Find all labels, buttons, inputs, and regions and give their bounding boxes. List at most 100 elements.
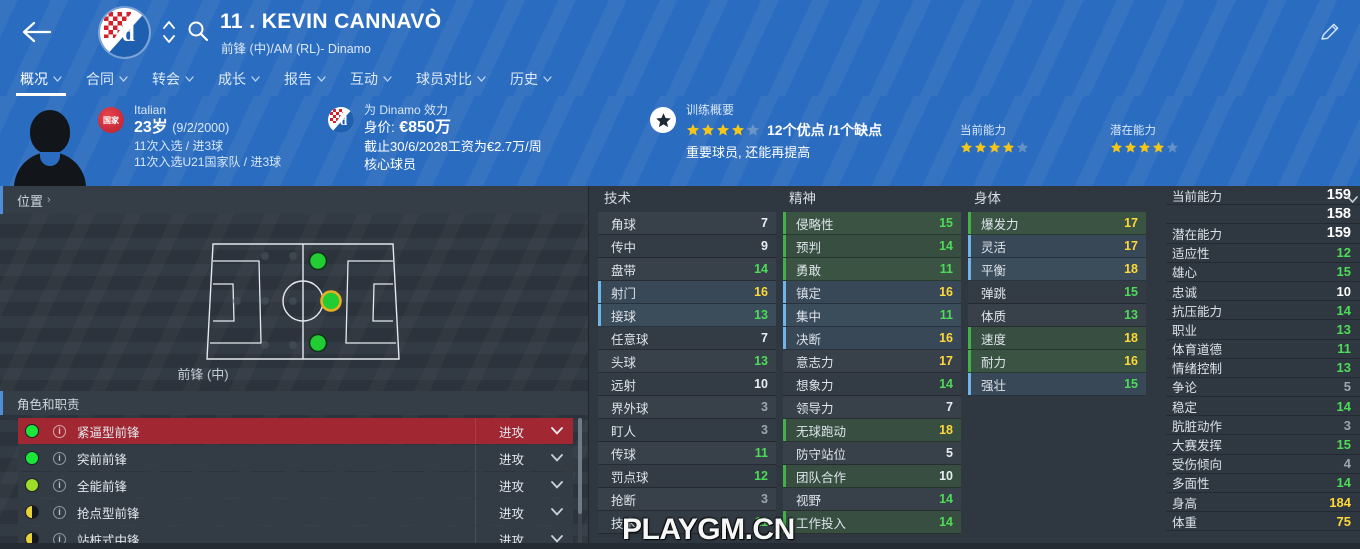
chevron-down-icon[interactable] [551,454,563,462]
player-avatar [12,96,88,186]
attribute-value: 15 [1124,377,1138,391]
chevron-down-icon [53,76,62,82]
search-icon[interactable] [185,19,211,45]
attribute-value: 11 [754,446,768,460]
nav-tab-2[interactable]: 转会 [140,66,206,92]
nav-tab-3[interactable]: 成长 [206,66,272,92]
attribute-accent-bar [598,304,601,326]
nav-tab-6[interactable]: 球员对比 [404,66,498,92]
caps-u21: 11次入选U21国家队 / 进3球 [134,155,282,169]
position-panel: 位置 › 高亮 [0,186,588,549]
attribute-row: 任意球 7 [598,327,776,350]
attribute-name: 平衡 [981,263,1007,278]
attribute-accent-bar [968,373,971,395]
club-badge-icon[interactable]: d [328,107,354,133]
current-ability-star-rating [960,141,1029,154]
chevron-down-icon[interactable] [551,508,563,516]
list-item[interactable]: i 抢点型前锋 进攻 [18,499,573,525]
sidebar-attribute-value: 4 [1343,456,1351,472]
info-icon[interactable]: i [53,505,66,519]
nav-tab-1[interactable]: 合同 [74,66,140,92]
physical-attributes-column: 身体 爆发力 17 灵活 17 平衡 18 弹跳 15 体质 13 速度 18 耐力 16 强壮 15 [968,186,1146,396]
chevron-down-icon[interactable] [551,427,563,435]
list-item[interactable]: i 全能前锋 进攻 [18,472,573,498]
attribute-accent-bar [783,442,786,464]
position-header-label: 位置 [17,193,44,209]
sidebar-attribute-name: 潜在能力 [1172,227,1223,242]
attribute-accent-bar [783,373,786,395]
attribute-value: 14 [939,239,953,253]
pencil-edit-icon[interactable] [1318,20,1342,44]
nav-tab-5[interactable]: 互动 [338,66,404,92]
attribute-accent-bar [598,396,601,418]
attribute-row: 耐力 16 [968,350,1146,373]
attribute-row: 传球 11 [598,442,776,465]
attribute-accent-bar [783,396,786,418]
sidebar-attribute-row: 受伤倾向 4 [1166,455,1360,474]
sidebar-attribute-value: 3 [1343,417,1351,433]
attribute-accent-bar [783,281,786,303]
club-crest-icon[interactable]: d [100,8,149,57]
attribute-value: 18 [939,423,953,437]
list-item[interactable]: i 突前前锋 进攻 [18,445,573,471]
attribute-value: 13 [754,354,768,368]
column-title-mental: 精神 [789,191,816,206]
nav-tab-label-3: 成长 [218,71,246,87]
sidebar-attribute-name: 肮脏动作 [1172,419,1223,434]
sidebar-attribute-row: 潜在能力 159 [1166,224,1360,244]
attribute-name: 抢断 [611,493,637,508]
sidebar-attribute-name: 职业 [1172,323,1198,338]
attribute-name: 接球 [611,309,637,324]
up-down-chevron-icon[interactable] [160,16,178,48]
attribute-row: 远射 10 [598,373,776,396]
nav-tab-4[interactable]: 报告 [272,66,338,92]
sidebar-attribute-name: 适应性 [1172,247,1210,262]
sidebar-attribute-name: 体育道德 [1172,343,1223,358]
info-icon[interactable]: i [53,424,66,438]
attribute-accent-bar [968,212,971,234]
role-duty[interactable]: 进攻 [475,418,547,444]
roles-list[interactable]: i 紧逼型前锋 进攻 i 突前前锋 进攻 i 全能前锋 进攻 [18,418,573,549]
position-section-header: 位置 › [0,186,588,214]
sidebar-attribute-row: 稳定 14 [1166,397,1360,417]
chevron-down-icon [185,76,194,82]
player-age: 23岁 [134,119,168,136]
sidebar-rows: 当前能力 159 158 潜在能力 159 适应性 12 雄心 15 忠诚 10 抗压能力 14 职业 13… [1166,186,1360,532]
attribute-name: 团队合作 [796,470,847,485]
attribute-value: 14 [939,492,953,506]
attribute-value: 3 [761,492,768,506]
chevron-down-icon[interactable] [551,535,563,543]
chevron-down-icon [383,76,392,82]
role-duty[interactable]: 进攻 [475,472,547,498]
attribute-value: 16 [939,285,953,299]
nav-tab-label-6: 球员对比 [416,71,472,87]
sidebar-attribute-value: 159 [1326,187,1351,204]
nav-tab-7[interactable]: 历史 [498,66,564,92]
attribute-accent-bar [968,350,971,372]
attribute-row: 工作投入 14 [783,511,961,534]
attribute-value: 3 [761,400,768,414]
role-duty[interactable]: 进攻 [475,499,547,525]
nav-tab-0[interactable]: 概况 [8,66,74,96]
attribute-row: 体质 13 [968,304,1146,327]
training-summary: 12个优点 /1个缺点 [767,122,883,138]
chevron-down-icon[interactable] [1347,196,1358,203]
role-duty[interactable]: 进攻 [475,445,547,471]
attribute-row: 传中 9 [598,235,776,258]
info-icon[interactable]: i [53,478,66,492]
chevron-down-icon[interactable] [551,481,563,489]
attribute-accent-bar [598,488,601,510]
attribute-row: 防守站位 5 [783,442,961,465]
attribute-accent-bar [783,511,786,533]
info-stripes [0,96,1360,186]
back-arrow-icon[interactable] [18,17,54,47]
info-icon[interactable]: i [53,451,66,465]
sidebar-attribute-name: 忠诚 [1172,285,1198,300]
roles-scrollbar[interactable] [578,418,582,549]
role-name: 全能前锋 [77,479,128,494]
chevron-down-icon [543,76,552,82]
list-item[interactable]: i 紧逼型前锋 进攻 [18,418,573,444]
attribute-value: 17 [939,354,953,368]
nationality-block: 国家 Italian 23岁 (9/2/2000) 11次入选 / 进3球 11… [98,102,281,170]
attribute-name: 强壮 [981,378,1007,393]
